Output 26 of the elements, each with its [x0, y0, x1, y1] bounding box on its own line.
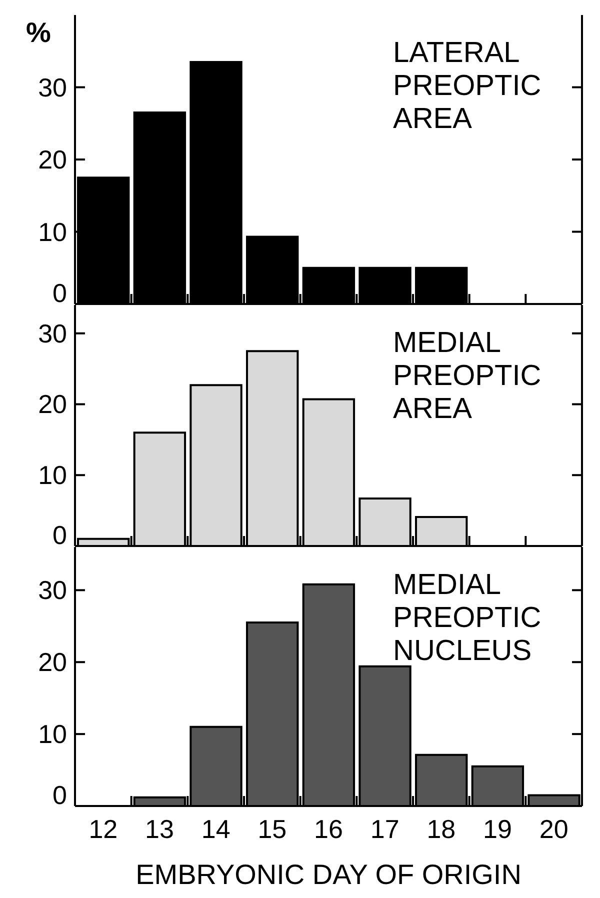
- y-tick-label: 10: [38, 719, 67, 750]
- y-tick-label: 30: [38, 575, 67, 606]
- x-axis-title: EMBRYONIC DAY OF ORIGIN: [136, 859, 522, 890]
- x-tick-label: 16: [314, 814, 343, 844]
- x-tick-label: 20: [539, 814, 568, 844]
- x-tick-label: 19: [483, 814, 512, 844]
- y-tick-label: 30: [38, 318, 67, 348]
- y-tick-label: 10: [38, 460, 67, 490]
- text: MEDIAL PREOPTIC NUCLEUS: [393, 569, 542, 668]
- x-tick-label: 17: [370, 814, 400, 844]
- y-tick-label: 20: [38, 144, 67, 174]
- text: LATERAL PREOPTIC AREA: [393, 37, 542, 136]
- x-tick-label: 13: [145, 814, 174, 844]
- y-tick-label: 20: [38, 389, 67, 420]
- text: MEDIAL PREOPTIC AREA: [393, 327, 542, 426]
- x-tick-label: 14: [201, 814, 230, 844]
- x-tick-label: 12: [88, 814, 118, 844]
- x-tick-label: 15: [258, 814, 287, 844]
- y-tick-label: 0: [52, 278, 67, 308]
- y-tick-label: 0: [52, 520, 67, 550]
- y-axis-title: %: [26, 17, 51, 49]
- y-tick-label: 30: [38, 72, 67, 102]
- y-tick-label: 20: [38, 647, 67, 678]
- x-tick-label: 18: [426, 814, 456, 844]
- y-tick-label: 10: [38, 216, 67, 247]
- y-tick-label: 0: [52, 780, 67, 810]
